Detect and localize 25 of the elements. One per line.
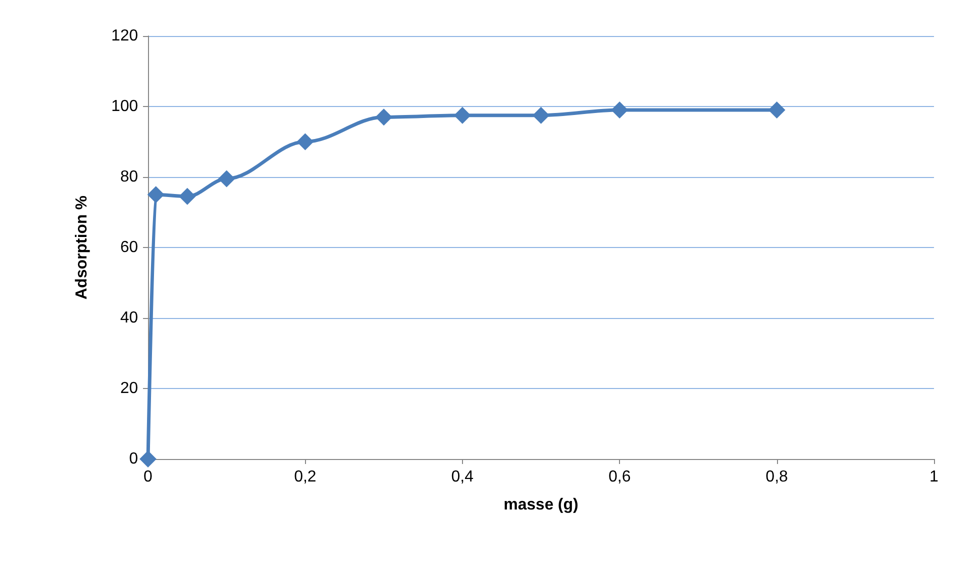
x-tick-label: 0 xyxy=(144,468,153,486)
point xyxy=(147,186,164,204)
y-tick-label: 40 xyxy=(120,310,138,326)
point xyxy=(611,102,628,119)
y-tick-label: 80 xyxy=(120,168,138,186)
y-axis-title: Adsorption % xyxy=(74,196,90,300)
y-tick-label: 20 xyxy=(120,380,138,397)
x-tick-label: 1 xyxy=(930,468,939,486)
x-tick-label: 0,6 xyxy=(608,468,631,486)
point xyxy=(532,106,550,124)
y-tick-label: 100 xyxy=(111,98,138,115)
point xyxy=(375,108,392,126)
point xyxy=(218,170,236,188)
x-tick-label: 0,4 xyxy=(451,468,474,486)
point xyxy=(140,450,156,468)
x-axis-title: masse (g) xyxy=(504,496,578,514)
point xyxy=(178,188,196,205)
y-tick-label: 120 xyxy=(111,28,138,44)
point xyxy=(768,102,786,119)
x-tick-label: 0,8 xyxy=(766,468,788,486)
y-tick-label: 0 xyxy=(129,450,138,468)
x-tick-label: 0,2 xyxy=(294,468,316,486)
point xyxy=(296,133,314,150)
point xyxy=(454,106,471,124)
y-tick-label: 60 xyxy=(120,239,138,256)
